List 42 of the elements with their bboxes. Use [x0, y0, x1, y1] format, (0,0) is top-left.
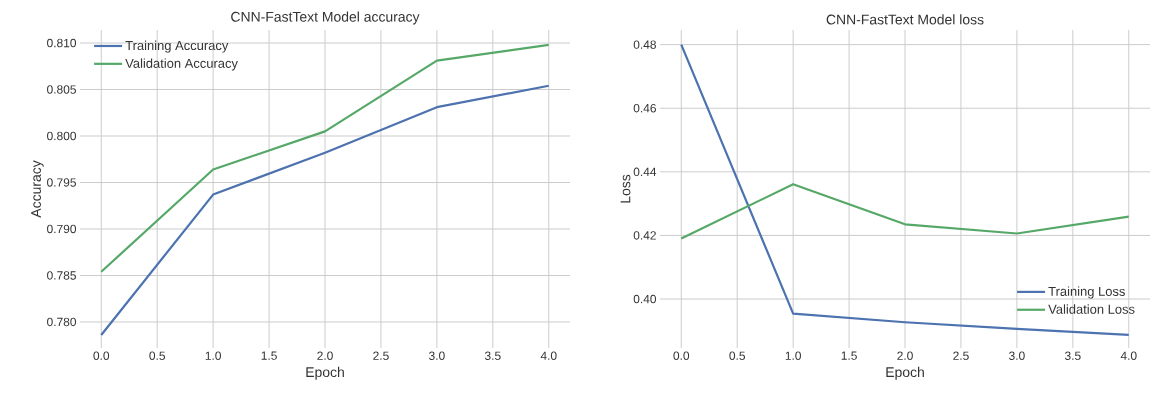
legend-label: Training Accuracy: [125, 40, 229, 53]
x-tick-label: 2.5: [953, 351, 969, 360]
x-tick-label: 2.5: [373, 351, 389, 360]
x-tick-label: 4.0: [1120, 351, 1137, 360]
x-tick-label: 2.0: [897, 351, 913, 360]
x-tick-label: 0.0: [673, 351, 690, 360]
legend-label: Validation Loss: [1048, 304, 1135, 314]
y-tick-label: 0.810: [47, 38, 77, 48]
x-tick-label: 3.0: [429, 351, 445, 360]
x-axis-title: Epoch: [306, 366, 344, 380]
x-tick-label: 3.0: [1009, 351, 1025, 360]
y-tick-label: 0.42: [633, 231, 656, 240]
x-tick-label: 1.0: [205, 351, 221, 360]
line-series: [100, 84, 550, 337]
x-tick-label: 1.5: [261, 351, 277, 360]
legend-label: Training Loss: [1048, 286, 1125, 299]
y-tick-label: 0.800: [47, 131, 77, 141]
x-tick-label: 0.0: [93, 351, 110, 360]
x-tick-label: 2.0: [317, 351, 333, 360]
x-tick-label: 4.0: [540, 351, 557, 360]
chart-title: CNN-FastText Model loss: [826, 14, 984, 25]
y-tick-label: 0.790: [47, 224, 77, 234]
y-tick-label: 0.780: [47, 317, 77, 327]
line-series: [680, 183, 1130, 240]
y-tick-label: 0.785: [47, 271, 76, 280]
y-axis-title: Loss: [620, 174, 631, 203]
chart-title: CNN-FastText Model accuracy: [231, 11, 420, 25]
y-tick-label: 0.40: [633, 294, 657, 304]
x-tick-label: 0.5: [729, 351, 746, 360]
y-axis-title: Accuracy: [31, 160, 44, 218]
y-tick-label: 0.795: [47, 178, 76, 187]
y-tick-label: 0.46: [633, 104, 656, 113]
x-tick-label: 1.5: [841, 351, 857, 360]
y-tick-label: 0.44: [633, 167, 657, 177]
legend-label: Validation Accuracy: [125, 58, 238, 71]
x-tick-label: 0.5: [149, 351, 165, 360]
y-tick-label: 0.48: [633, 40, 656, 49]
y-tick-label: 0.805: [47, 85, 76, 94]
x-tick-label: 1.0: [785, 351, 801, 360]
x-tick-label: 3.5: [484, 351, 501, 360]
x-axis-title: Epoch: [886, 366, 924, 380]
x-tick-label: 3.5: [1064, 351, 1081, 360]
